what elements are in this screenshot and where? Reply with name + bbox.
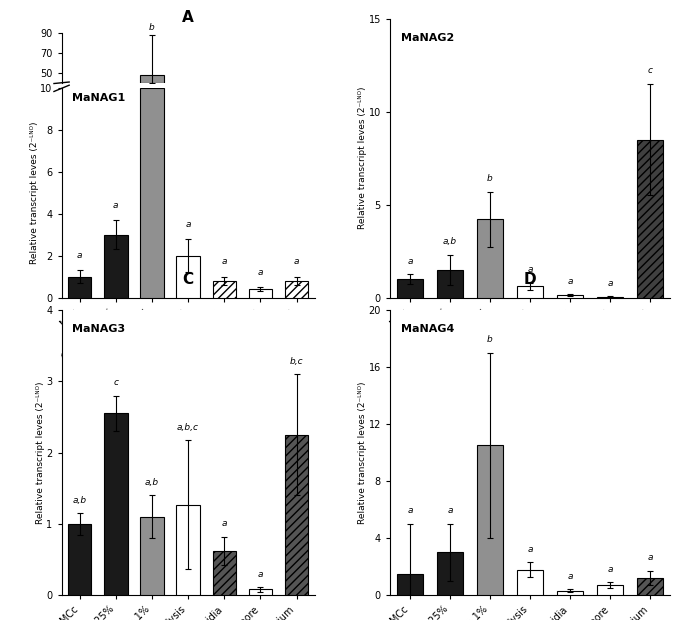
Bar — [68, 524, 92, 595]
Text: MaNAG3: MaNAG3 — [72, 324, 124, 334]
Text: a: a — [568, 277, 573, 285]
Bar — [285, 435, 308, 595]
Bar — [104, 235, 127, 298]
Y-axis label: Relative transcript leves (2⁻ᴸᴺᴼ): Relative transcript leves (2⁻ᴸᴺᴼ) — [358, 87, 367, 229]
Text: a,b,c: a,b,c — [177, 423, 199, 432]
Text: a,b: a,b — [145, 478, 159, 487]
Bar — [517, 286, 543, 298]
Text: a: a — [607, 279, 613, 288]
Text: a: a — [258, 268, 263, 277]
Bar — [597, 585, 623, 595]
Text: a: a — [527, 265, 533, 274]
Bar — [637, 140, 663, 298]
Text: a: a — [447, 507, 453, 515]
Text: a: a — [648, 554, 653, 562]
Text: C: C — [183, 272, 194, 287]
Bar — [140, 517, 163, 595]
Bar — [285, 281, 308, 298]
Text: a,b: a,b — [73, 495, 87, 505]
Bar — [477, 445, 503, 595]
Bar — [397, 574, 423, 595]
Text: a: a — [527, 545, 533, 554]
Text: b: b — [487, 335, 493, 344]
Text: MaNAG4: MaNAG4 — [401, 324, 454, 334]
Bar — [68, 277, 92, 298]
Bar — [249, 289, 272, 298]
Text: a: a — [113, 201, 118, 210]
Text: MaNAG1: MaNAG1 — [72, 92, 125, 102]
Bar — [397, 279, 423, 298]
Bar — [140, 89, 163, 298]
Bar — [557, 294, 583, 298]
Bar — [176, 505, 200, 595]
Text: b: b — [149, 23, 155, 32]
Text: D: D — [524, 272, 536, 287]
Text: c: c — [114, 378, 118, 387]
Text: a: a — [185, 219, 191, 229]
Bar — [249, 590, 272, 595]
Bar — [637, 578, 663, 595]
Bar — [437, 270, 463, 298]
Text: a: a — [294, 257, 300, 266]
Text: a: a — [222, 257, 227, 266]
Y-axis label: Relative transcript leves (2⁻ᴸᴺᴼ): Relative transcript leves (2⁻ᴸᴺᴼ) — [30, 122, 39, 264]
Bar — [437, 552, 463, 595]
Text: a: a — [77, 251, 82, 260]
Text: a: a — [258, 570, 263, 579]
Text: A: A — [182, 10, 194, 25]
Bar — [517, 570, 543, 595]
Bar — [557, 591, 583, 595]
Text: c: c — [648, 66, 653, 76]
Bar — [213, 551, 236, 595]
Text: a: a — [568, 572, 573, 581]
Y-axis label: Relative transcript leves (2⁻ᴸᴺᴼ): Relative transcript leves (2⁻ᴸᴺᴼ) — [358, 381, 367, 524]
Text: a: a — [607, 565, 613, 574]
Text: MaNAG2: MaNAG2 — [401, 32, 454, 43]
Bar — [477, 219, 503, 298]
Bar — [140, 75, 163, 83]
Text: b: b — [487, 174, 493, 184]
Y-axis label: Relative transcript leves (2⁻ᴸᴺᴼ): Relative transcript leves (2⁻ᴸᴺᴼ) — [36, 381, 45, 524]
Bar — [597, 296, 623, 298]
Bar — [176, 255, 200, 298]
Bar — [104, 414, 127, 595]
Text: a: a — [222, 519, 227, 528]
Text: a: a — [407, 257, 412, 266]
Text: b,c: b,c — [290, 356, 304, 366]
Bar — [213, 281, 236, 298]
Text: a: a — [407, 507, 412, 515]
Text: a,b: a,b — [443, 237, 457, 246]
